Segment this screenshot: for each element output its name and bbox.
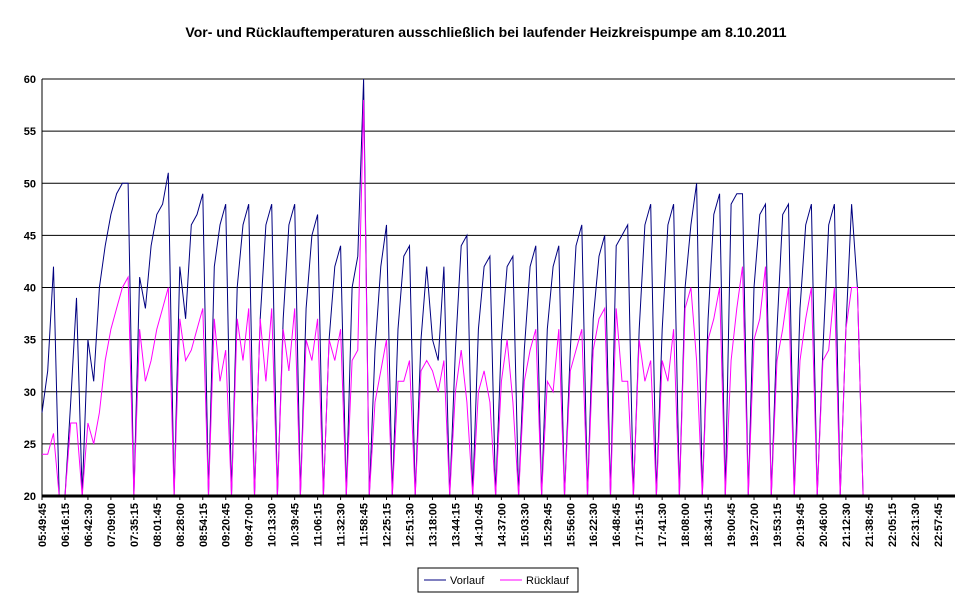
x-tick-label: 06:42:30 <box>83 503 95 547</box>
x-tick-label: 05:49:45 <box>37 503 49 547</box>
y-tick-label: 20 <box>24 491 36 503</box>
y-tick-label: 55 <box>24 126 36 138</box>
x-tick-label: 18:08:00 <box>680 503 692 547</box>
x-tick-label: 15:56:00 <box>565 503 577 547</box>
x-tick-label: 10:39:45 <box>290 503 302 547</box>
x-tick-label: 10:13:30 <box>267 503 279 547</box>
x-tick-label: 17:41:30 <box>657 503 669 547</box>
x-tick-label: 21:38:45 <box>864 503 876 547</box>
x-tick-label: 13:44:15 <box>450 503 462 547</box>
x-tick-label: 20:46:00 <box>818 503 830 547</box>
x-tick-label: 16:48:45 <box>611 503 623 547</box>
x-tick-label: 22:57:45 <box>933 503 945 547</box>
x-tick-label: 18:34:15 <box>703 503 715 547</box>
x-tick-label: 12:51:30 <box>404 503 416 547</box>
x-tick-label: 17:15:15 <box>634 503 646 547</box>
x-tick-label: 14:10:45 <box>473 503 485 547</box>
x-tick-label: 20:19:45 <box>795 503 807 547</box>
y-tick-label: 30 <box>24 387 36 399</box>
x-tick-label: 15:03:30 <box>519 503 531 547</box>
y-tick-label: 35 <box>24 335 36 347</box>
y-tick-label: 40 <box>24 283 36 295</box>
x-tick-label: 15:29:45 <box>542 503 554 547</box>
x-tick-label: 09:20:45 <box>221 503 233 547</box>
x-tick-label: 08:28:00 <box>175 503 187 547</box>
y-tick-label: 45 <box>24 230 36 242</box>
x-tick-label: 11:32:30 <box>336 503 348 546</box>
x-tick-label: 07:09:00 <box>106 503 118 547</box>
x-tick-label: 06:16:15 <box>60 503 72 547</box>
x-tick-label: 22:31:30 <box>910 503 922 547</box>
x-tick-label: 21:12:30 <box>841 503 853 547</box>
line-series <box>42 99 864 497</box>
legend-label: Vorlauf <box>450 575 485 587</box>
chart-title: Vor- und Rücklauftemperaturen ausschließ… <box>185 24 786 40</box>
x-tick-label: 19:00:45 <box>726 503 738 547</box>
y-tick-label: 50 <box>24 178 36 190</box>
x-tick-label: 11:58:45 <box>359 503 371 546</box>
x-tick-label: 08:54:15 <box>198 503 210 547</box>
y-tick-label: 25 <box>24 439 36 451</box>
x-tick-label: 19:27:00 <box>749 503 761 547</box>
x-tick-label: 08:01:45 <box>152 503 164 547</box>
x-tick-label: 19:53:15 <box>772 503 784 547</box>
line-series <box>41 78 864 497</box>
y-tick-label: 60 <box>24 74 36 86</box>
x-tick-label: 16:22:30 <box>588 503 600 547</box>
x-tick-label: 13:18:00 <box>427 503 439 547</box>
legend-label: Rücklauf <box>526 575 570 587</box>
x-tick-label: 11:06:15 <box>313 503 325 546</box>
x-tick-label: 14:37:00 <box>496 503 508 547</box>
x-tick-label: 09:47:00 <box>244 503 256 547</box>
x-tick-label: 22:05:15 <box>887 503 899 547</box>
x-tick-label: 07:35:15 <box>129 503 141 547</box>
x-tick-label: 12:25:15 <box>382 503 394 547</box>
